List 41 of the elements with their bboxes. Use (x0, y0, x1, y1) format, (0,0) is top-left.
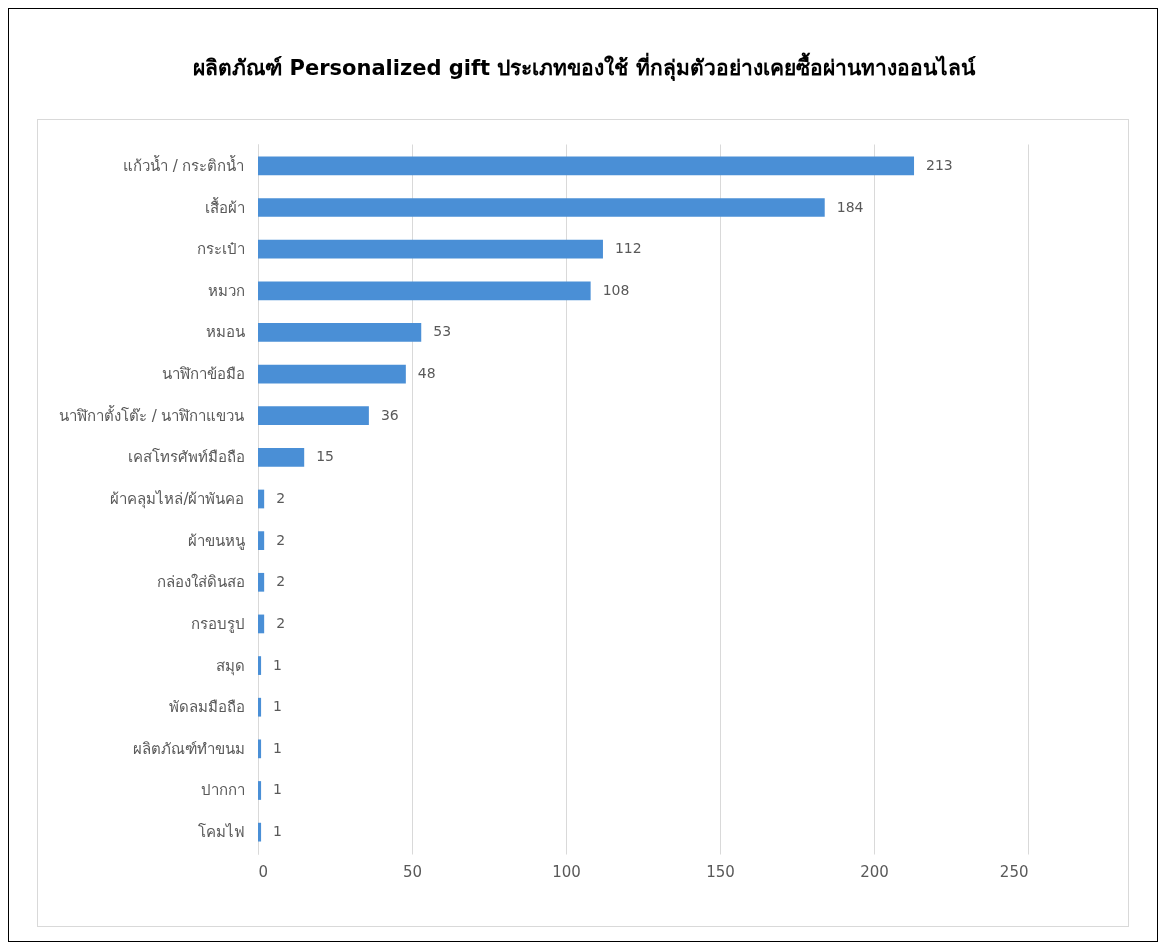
data-label: 53 (433, 323, 452, 340)
y-tick-label: กรอบรูป (190, 614, 245, 633)
chart-title: ผลิตภัณฑ์ Personalized gift ประเภทของใช้ ที่กลุ่มตัวอย่างเคยซื้อผ่านทางออนไลน์ (192, 51, 977, 83)
y-tick-label: เสื้อผ้า (204, 196, 245, 217)
x-tick-label: 150 (706, 862, 735, 881)
y-tick-label: ผลิตภัณฑ์ทำขนม (132, 739, 245, 758)
y-tick-label: โคมไฟ (197, 823, 245, 842)
x-tick-label: 50 (402, 862, 423, 881)
y-tick-label: หมวก (207, 281, 245, 300)
y-tick-label: นาฬิกาตั้งโต๊ะ / นาฬิกาแขวน (58, 404, 245, 425)
data-label: 2 (276, 490, 286, 506)
y-tick-label: ปากกา (200, 781, 245, 800)
y-tick-label: กระเป๋า (196, 240, 245, 259)
data-label: 1 (273, 656, 282, 673)
data-label: 2 (276, 531, 286, 548)
data-label: 1 (273, 739, 282, 756)
data-label: 1 (273, 698, 282, 715)
data-label: 2 (276, 614, 286, 631)
y-tick-label: นาฬิกาข้อมือ (161, 365, 245, 384)
y-tick-label: ผ้าขนหนู (187, 531, 245, 550)
data-label: 1 (273, 823, 282, 840)
data-label: 36 (380, 406, 399, 423)
x-tick-label: 200 (860, 862, 889, 881)
y-tick-label: เคสโทรศัพท์มือถือ (127, 448, 245, 467)
y-tick-label: พัดลมมือถือ (168, 698, 245, 717)
data-label: 48 (417, 365, 436, 382)
data-label: 15 (316, 448, 335, 465)
data-label: 108 (602, 281, 630, 298)
y-tick-label: ผ้าคลุมไหล่/ผ้าพันคอ (110, 490, 245, 509)
data-label: 2 (276, 573, 286, 590)
x-tick-label: 250 (999, 862, 1029, 881)
data-label: 184 (836, 198, 864, 215)
x-tick-label: 100 (552, 862, 581, 881)
y-tick-label: กล่องใส่ดินสอ (156, 573, 245, 592)
y-tick-label: สมุด (215, 656, 245, 676)
y-tick-label: แก้วน้ำ / กระติกน้ำ (122, 154, 245, 175)
y-tick-label: หมอน (205, 323, 245, 342)
data-label: 213 (926, 156, 953, 173)
data-label: 112 (614, 240, 642, 257)
x-tick-label: 0 (258, 862, 269, 881)
data-label: 1 (273, 781, 282, 798)
